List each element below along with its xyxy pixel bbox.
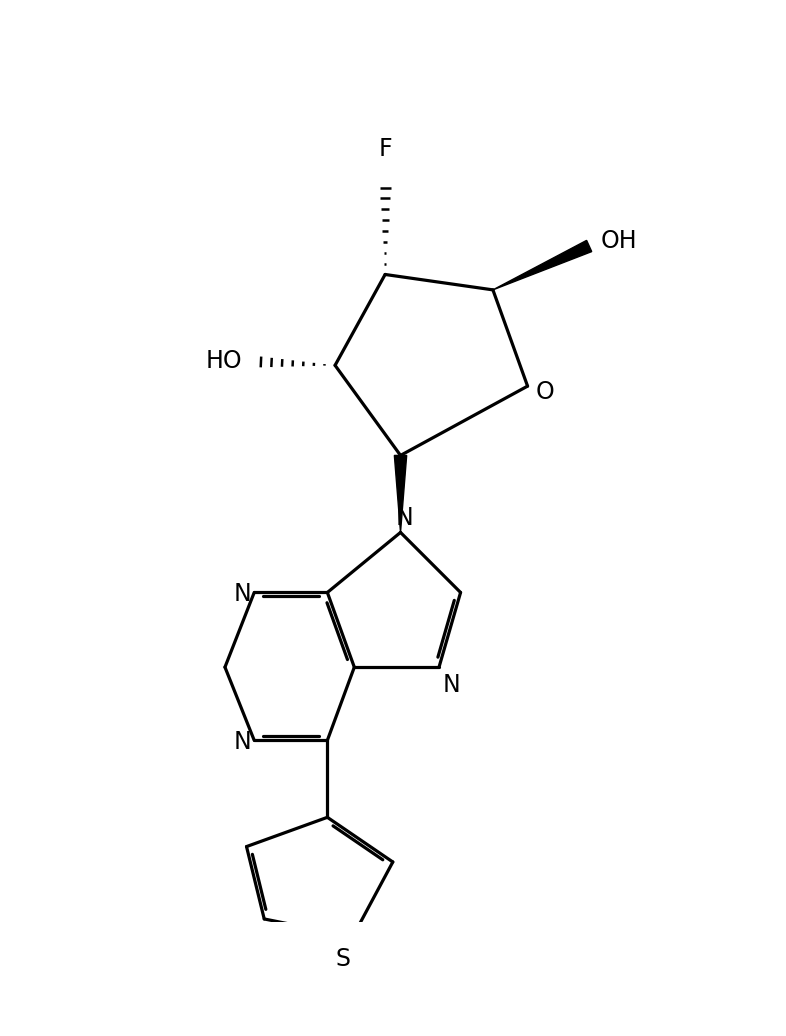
Text: F: F: [378, 138, 392, 162]
Text: N: N: [443, 673, 461, 697]
Text: OH: OH: [601, 229, 637, 254]
Text: HO: HO: [206, 349, 243, 374]
Text: N: N: [233, 582, 252, 606]
Text: O: O: [535, 380, 554, 404]
Polygon shape: [493, 240, 592, 290]
Text: S: S: [336, 947, 351, 971]
Polygon shape: [395, 456, 406, 533]
Text: N: N: [395, 507, 413, 530]
Text: N: N: [233, 729, 252, 754]
